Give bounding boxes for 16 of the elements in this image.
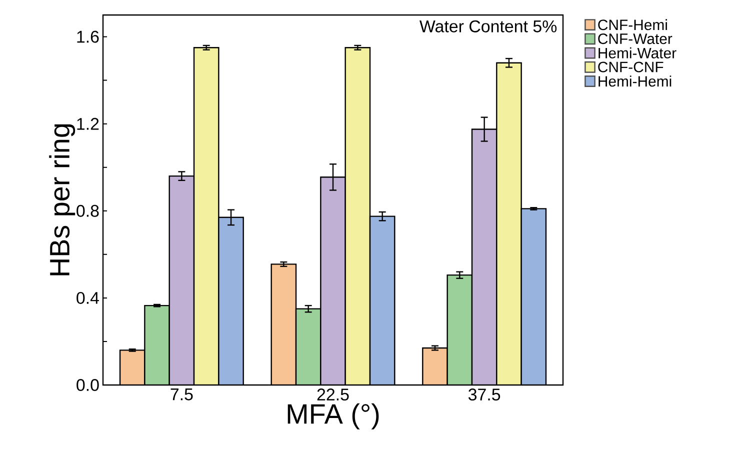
legend-label: CNF-Hemi <box>598 19 667 30</box>
x-tick-label: 7.5 <box>170 388 193 400</box>
x-tick-label: 22.5 <box>317 388 349 401</box>
y-tick-label: 1.2 <box>77 118 99 130</box>
legend-label: CNF-CNF <box>598 62 664 72</box>
legend-label: CNF-Water <box>598 33 672 44</box>
annotation: Water Content 5% <box>420 20 557 32</box>
y-tick-label: 1.6 <box>77 30 99 43</box>
legend-label: Hemi-Hemi <box>598 76 672 87</box>
x-tick-label: 37.5 <box>468 388 500 401</box>
x-axis-title: MFA (°) <box>288 403 379 430</box>
legend-label: Hemi-Water <box>598 47 676 58</box>
y-tick-label: 0.0 <box>76 379 99 392</box>
y-axis-title: HBs per ring <box>49 124 76 276</box>
y-tick-label: 0.8 <box>76 204 99 217</box>
y-tick-label: 0.4 <box>76 292 99 304</box>
